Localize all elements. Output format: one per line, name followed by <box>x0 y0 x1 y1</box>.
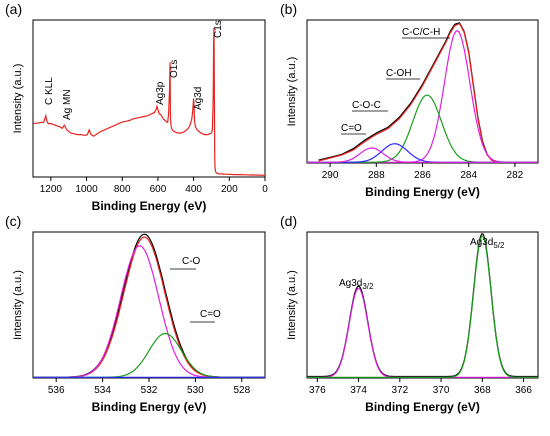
series-line-c-o <box>33 332 265 378</box>
panel-d: (d) 376 374 372 370 368 366 Binding Energy (eV)… <box>280 213 539 414</box>
x-tick-label: 600 <box>150 184 167 195</box>
plot-frame <box>306 19 539 164</box>
x-tick-label: 368 <box>474 385 491 396</box>
series-line-raw <box>307 233 538 378</box>
peak-label-subscript: 5/2 <box>493 241 505 250</box>
plot-area <box>33 27 265 176</box>
x-tick-label: 1000 <box>75 184 98 195</box>
peak-label: C=O <box>341 123 362 134</box>
peak-label: C-OH <box>386 68 412 79</box>
x-tick-label: 200 <box>221 184 238 195</box>
plot-frame <box>32 19 266 178</box>
x-tick-label: 1200 <box>40 184 63 195</box>
y-axis-title: Intensity (a.u.) <box>12 64 24 134</box>
peak-label: C-O <box>182 256 201 267</box>
peak-label: O1s <box>169 60 180 78</box>
y-axis-title: Intensity (a.u.) <box>286 57 298 127</box>
x-axis-title: Binding Energy (eV) <box>365 185 480 199</box>
peak-label: Ag3d3/2 <box>339 278 374 291</box>
panel-label: (d) <box>280 213 297 229</box>
series-line-raw <box>318 22 502 163</box>
peak-label: C-O-C <box>352 100 381 111</box>
plot-frame <box>306 231 539 379</box>
peak-label: Ag MN <box>62 89 73 120</box>
plot-area <box>307 22 538 163</box>
series-line-fit <box>318 22 502 163</box>
plot-area <box>307 233 538 378</box>
x-tick-label: 376 <box>309 385 326 396</box>
panel-a: (a) 1200 1000 800 600 400 200 0 Binding Energy (… <box>5 1 268 213</box>
panel-b: (b) 290 288 286 284 282 Binding Energy (eV) Int… <box>280 1 539 199</box>
x-tick-label: 284 <box>460 170 477 181</box>
panel-c: (c) 536 534 532 530 528 Binding Energy (eV) Int… <box>5 213 266 414</box>
x-tick-label: 366 <box>515 385 532 396</box>
plot-frame <box>32 231 266 379</box>
x-axis-title: Binding Energy (eV) <box>365 400 480 414</box>
series-line-c-o <box>307 147 538 163</box>
plot-area <box>33 233 265 378</box>
peak-label: Ag3d5/2 <box>470 237 505 250</box>
x-tick-label: 800 <box>114 184 131 195</box>
series-line-c-o <box>33 245 265 378</box>
x-tick-label: 374 <box>350 385 367 396</box>
series-line-ag3d3-2 <box>307 287 538 378</box>
x-tick-label: 370 <box>433 385 450 396</box>
peak-label: C KLL <box>44 77 55 105</box>
x-axis-title: Binding Energy (eV) <box>92 199 207 213</box>
peak-label: C=O <box>200 309 221 320</box>
x-tick-label: 372 <box>391 385 408 396</box>
x-tick-label: 536 <box>48 385 65 396</box>
x-tick-label: 530 <box>187 385 204 396</box>
panel-label: (c) <box>5 213 21 229</box>
x-axis-title: Binding Energy (eV) <box>92 400 207 414</box>
y-axis-title: Intensity (a.u.) <box>12 270 24 340</box>
x-tick-label: 290 <box>322 170 339 181</box>
x-tick-label: 286 <box>414 170 431 181</box>
peak-label: Ag3d <box>193 87 204 110</box>
y-axis-title: Intensity (a.u.) <box>286 270 298 340</box>
peak-label-subscript: 3/2 <box>362 282 374 291</box>
x-tick-label: 532 <box>141 385 158 396</box>
x-tick-label: 528 <box>233 385 250 396</box>
x-tick-label: 534 <box>94 385 111 396</box>
peak-label: C-C/C-H <box>402 27 440 38</box>
series-line-raw <box>33 233 265 378</box>
series-line-data <box>33 27 265 176</box>
peak-label: C1s <box>213 20 224 38</box>
series-line-c-c-c-h <box>307 29 538 163</box>
x-tick-label: 400 <box>185 184 202 195</box>
panel-label: (a) <box>5 1 22 17</box>
series-line-fit <box>33 236 265 378</box>
x-tick-label: 288 <box>368 170 385 181</box>
x-tick-label: 282 <box>507 170 524 181</box>
panel-label: (b) <box>280 1 297 17</box>
peak-label: Ag3p <box>155 81 166 105</box>
series-line-ag3d5-2 <box>307 235 538 378</box>
x-tick-label: 0 <box>262 184 268 195</box>
